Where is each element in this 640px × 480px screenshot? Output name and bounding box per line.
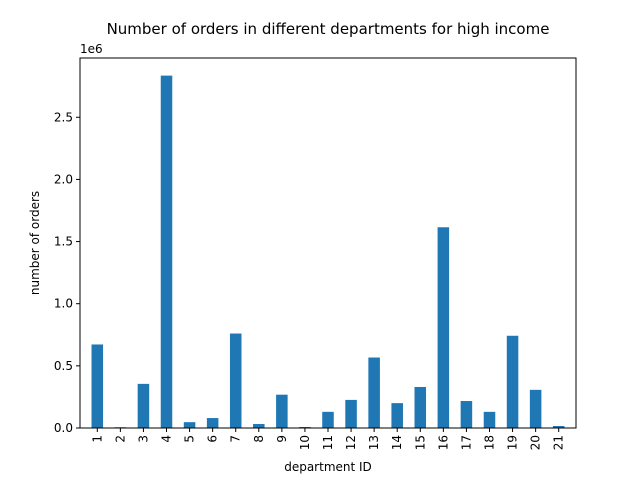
bar-department-15 xyxy=(414,386,427,428)
bar-department-9 xyxy=(276,394,288,428)
bar-department-4 xyxy=(160,75,173,429)
bar-department-11 xyxy=(322,411,334,428)
bar-department-6 xyxy=(206,418,219,428)
x-tick-label: 16 xyxy=(436,435,450,450)
x-tick-label: 17 xyxy=(459,435,473,450)
bar-department-17 xyxy=(460,401,473,428)
y-tick-label: 0.0 xyxy=(54,421,73,435)
bar-department-13 xyxy=(368,357,380,428)
bar-department-12 xyxy=(345,399,357,428)
y-axis-offset-label: 1e6 xyxy=(80,42,103,56)
y-tick-label: 1.5 xyxy=(54,235,73,249)
x-tick-label: 5 xyxy=(183,435,197,443)
y-tick-label: 0.5 xyxy=(54,359,73,373)
bar-department-19 xyxy=(506,335,519,428)
y-tick-label: 1.0 xyxy=(54,297,73,311)
bar-group xyxy=(91,75,565,429)
bar-department-7 xyxy=(229,333,242,428)
x-tick-label: 12 xyxy=(344,435,358,450)
x-tick-label: 20 xyxy=(529,435,543,450)
x-tick-label: 11 xyxy=(321,435,335,450)
x-tick-label: 6 xyxy=(206,435,220,443)
x-tick-label: 3 xyxy=(136,435,150,443)
bar-department-16 xyxy=(437,227,450,428)
x-tick-label: 1 xyxy=(90,435,104,443)
chart-title: Number of orders in different department… xyxy=(107,20,550,38)
x-tick-label: 21 xyxy=(552,435,566,450)
plot-area-frame xyxy=(79,57,577,429)
y-tick-label: 2.0 xyxy=(54,172,73,186)
y-axis-label: number of orders xyxy=(28,191,42,295)
x-tick-label: 4 xyxy=(160,435,174,443)
bar-department-5 xyxy=(183,422,196,428)
x-tick-label: 10 xyxy=(298,435,312,450)
x-tick-label: 15 xyxy=(413,435,427,450)
x-tick-label: 14 xyxy=(390,435,404,450)
x-tick-label: 19 xyxy=(506,435,520,450)
bar-department-14 xyxy=(391,403,403,428)
bar-department-3 xyxy=(137,383,150,428)
x-tick-label: 2 xyxy=(113,435,127,443)
y-axis-ticks: 0.0 0.5 1.0 1.5 2.0 2.5 xyxy=(54,110,80,435)
x-tick-label: 8 xyxy=(252,435,266,443)
bar-department-18 xyxy=(483,411,496,428)
x-axis-ticks: 1 2 3 4 5 6 7 8 9 10 11 12 13 14 15 16 17 18 19 20 21 xyxy=(90,428,566,450)
y-tick-label: 2.5 xyxy=(54,110,73,124)
bar-department-8 xyxy=(253,424,265,428)
bar-department-20 xyxy=(529,389,542,428)
x-tick-label: 13 xyxy=(367,435,381,450)
bar-department-21 xyxy=(552,426,565,428)
bar-department-1 xyxy=(91,344,104,428)
x-axis-label: department ID xyxy=(284,460,372,474)
x-tick-label: 9 xyxy=(275,435,289,443)
x-tick-label: 18 xyxy=(482,435,496,450)
x-tick-label: 7 xyxy=(229,435,243,443)
